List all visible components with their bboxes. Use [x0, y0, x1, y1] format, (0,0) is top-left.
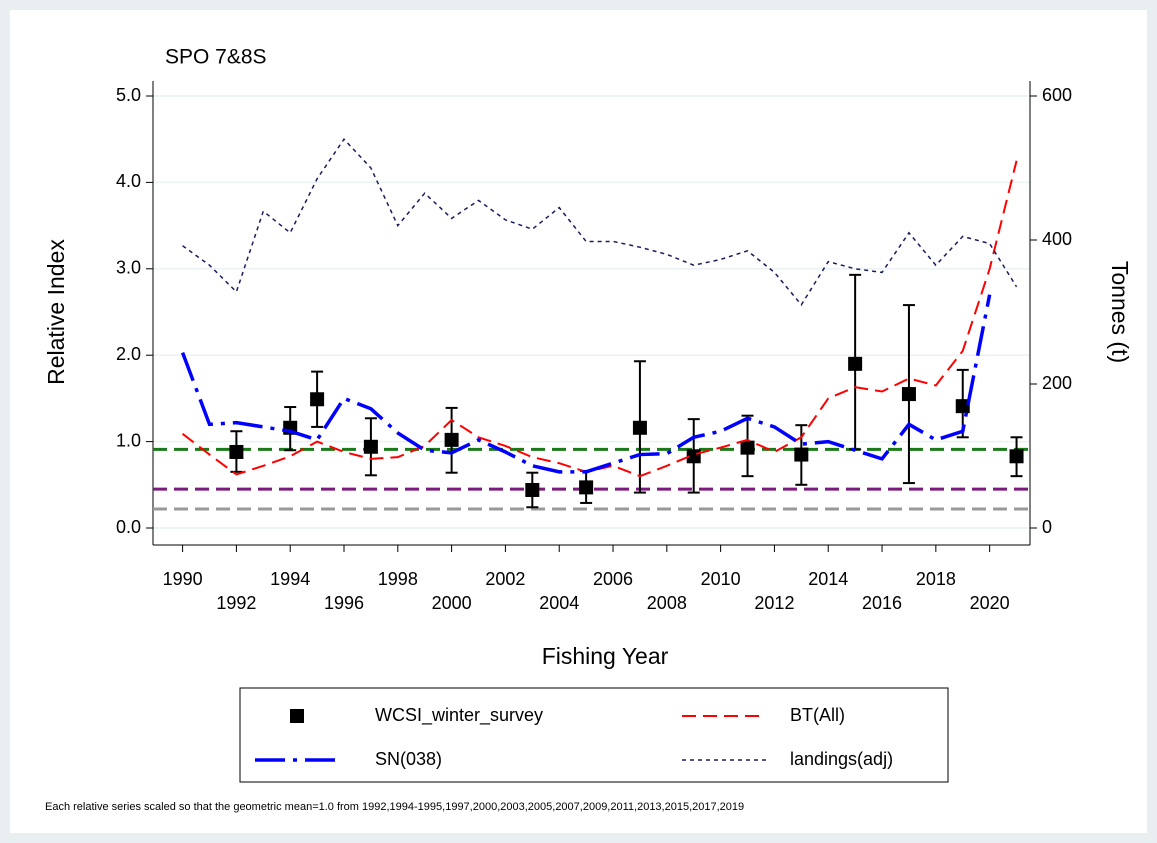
y-tick-label: 5.0 — [116, 85, 141, 105]
footnote: Each relative series scaled so that the … — [45, 801, 744, 813]
marker — [525, 482, 540, 497]
y2-tick-label: 200 — [1042, 373, 1072, 393]
x-tick-label: 2018 — [916, 569, 956, 589]
y-tick-label: 4.0 — [116, 171, 141, 191]
legend-box — [239, 687, 949, 783]
series-line — [182, 138, 1018, 307]
marker — [1009, 449, 1024, 464]
legend-label: landings(adj) — [790, 749, 893, 769]
series-line — [180, 294, 992, 474]
x-tick-label: 2000 — [432, 593, 472, 613]
marker — [310, 392, 325, 407]
x-tick-label: 2020 — [970, 593, 1010, 613]
y2-axis-title: Tonnes (t) — [1107, 261, 1133, 363]
y2-tick-label: 400 — [1042, 229, 1072, 249]
x-tick-label: 2010 — [701, 569, 741, 589]
x-tick-label: 1990 — [163, 569, 203, 589]
marker — [955, 399, 970, 414]
x-tick-label: 2004 — [539, 593, 579, 613]
marker — [740, 440, 755, 455]
y-tick-label: 1.0 — [116, 430, 141, 450]
marker — [848, 356, 863, 371]
x-tick-label: 1996 — [324, 593, 364, 613]
x-tick-label: 2016 — [862, 593, 902, 613]
x-tick-label: 2012 — [754, 593, 794, 613]
y2-tick-label: 600 — [1042, 85, 1072, 105]
y-tick-label: 2.0 — [116, 344, 141, 364]
marker — [579, 480, 594, 495]
y-axis-title: Relative Index — [43, 239, 69, 385]
marker — [363, 439, 378, 454]
marker — [794, 447, 809, 462]
x-axis-title: Fishing Year — [542, 643, 669, 669]
marker — [632, 420, 647, 435]
y-tick-label: 0.0 — [116, 517, 141, 537]
x-tick-label: 2008 — [647, 593, 687, 613]
marker — [229, 444, 244, 459]
x-tick-label: 1994 — [270, 569, 310, 589]
marker — [901, 387, 916, 402]
legend-label: BT(All) — [790, 705, 845, 725]
x-tick-label: 2014 — [808, 569, 848, 589]
x-tick-label: 1992 — [216, 593, 256, 613]
legend-label: WCSI_winter_survey — [375, 705, 543, 726]
x-tick-label: 2002 — [485, 569, 525, 589]
x-tick-label: 1998 — [378, 569, 418, 589]
x-tick-label: 2006 — [593, 569, 633, 589]
y2-tick-label: 0 — [1042, 517, 1052, 537]
marker — [444, 432, 459, 447]
legend-marker — [290, 709, 304, 723]
legend-label: SN(038) — [375, 749, 442, 769]
y-tick-label: 3.0 — [116, 258, 141, 278]
chart-title: SPO 7&8S — [165, 46, 267, 69]
